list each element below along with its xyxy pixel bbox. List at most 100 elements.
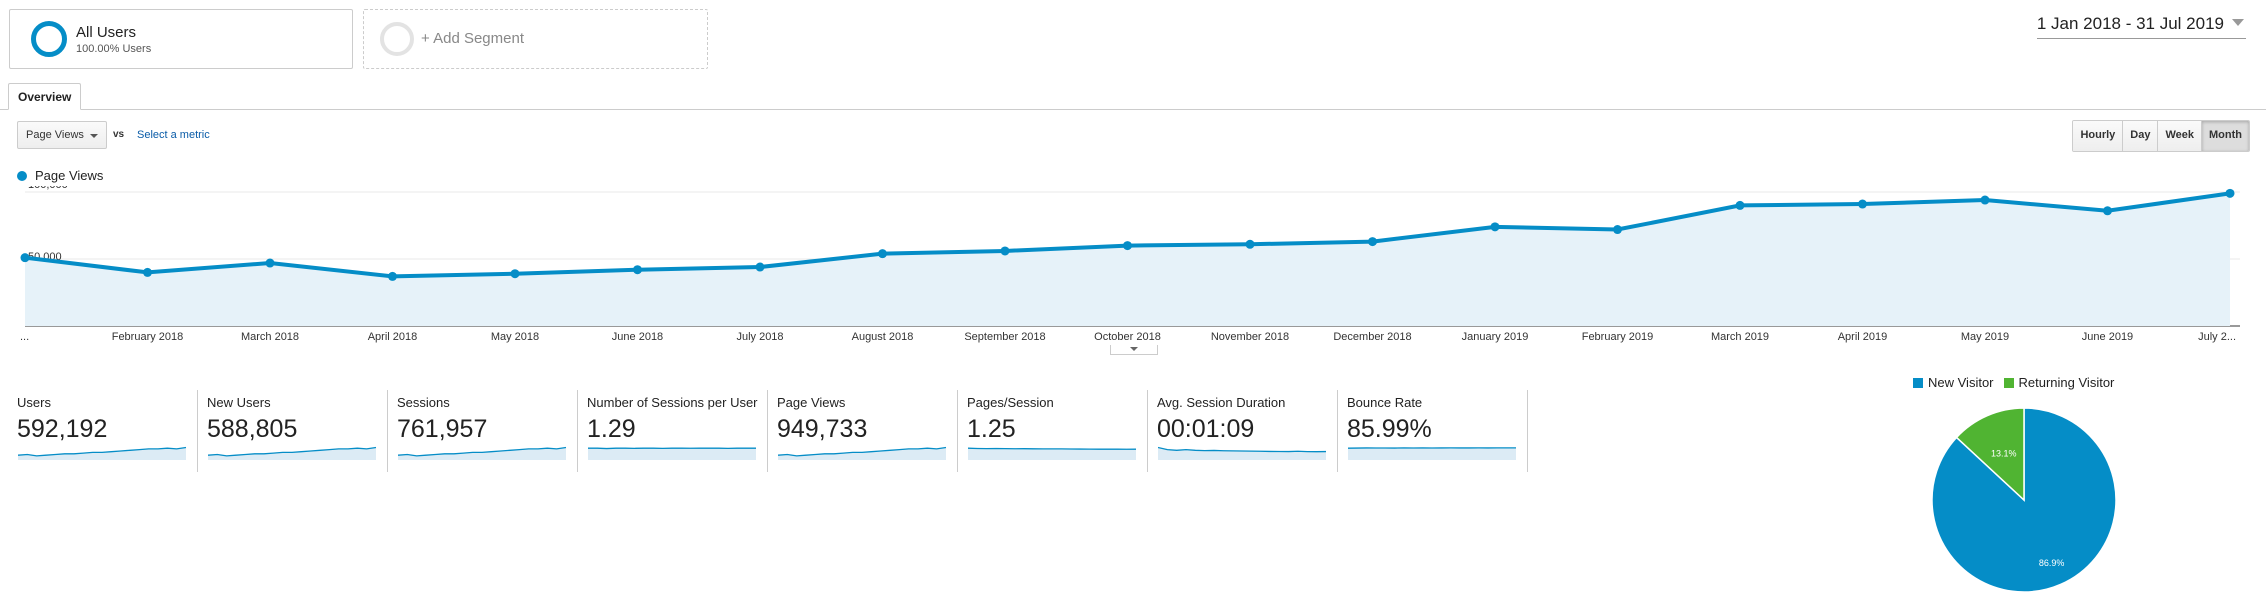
metric-card[interactable]: Pages/Session 1.25 <box>958 390 1148 472</box>
data-point[interactable] <box>20 253 30 263</box>
sparkline-line <box>1158 446 1327 453</box>
x-tick-label: February 2019 <box>1582 331 1654 343</box>
x-tick-label: February 2018 <box>112 331 184 343</box>
metric-card[interactable]: Bounce Rate 85.99% <box>1338 390 1528 472</box>
sparkline <box>1158 446 1327 460</box>
pie-legend-label: New Visitor <box>1928 375 1994 390</box>
x-tick-label: April 2019 <box>1838 331 1888 343</box>
pie-legend-swatch <box>1913 377 1923 388</box>
metric-label: Page Views <box>777 395 846 410</box>
sparkline-area <box>968 448 1136 460</box>
sparkline-line <box>778 446 947 457</box>
sparkline-line <box>18 446 187 457</box>
x-tick-label: May 2019 <box>1961 331 2009 343</box>
data-point[interactable] <box>2103 206 2112 216</box>
x-tick-label: June 2018 <box>612 331 663 343</box>
series-area <box>25 193 2230 326</box>
metric-card[interactable]: New Users 588,805 <box>198 390 388 472</box>
data-point[interactable] <box>1735 200 1745 210</box>
pie-slice-label: 86.9% <box>2039 558 2065 568</box>
tab-overview[interactable]: Overview <box>8 83 82 110</box>
chart-legend: Page Views <box>17 168 103 183</box>
data-point[interactable] <box>265 258 275 268</box>
data-point[interactable] <box>1245 239 1255 249</box>
metric-label: Pages/Session <box>967 395 1054 410</box>
data-point[interactable] <box>1980 195 1990 205</box>
x-tick-label: December 2018 <box>1333 331 1411 343</box>
legend-dot-icon <box>17 170 27 181</box>
sparkline-line <box>968 447 1137 450</box>
segment-ring-icon <box>31 21 67 57</box>
metric-card[interactable]: Users 592,192 <box>8 390 198 472</box>
chevron-down-icon <box>1130 347 1138 351</box>
data-point[interactable] <box>633 265 642 275</box>
metric-value: 1.25 <box>967 415 1016 443</box>
metric-card[interactable]: Avg. Session Duration 00:01:09 <box>1148 390 1338 472</box>
granularity-day-button[interactable]: Day <box>2122 121 2158 151</box>
granularity-toggle: Hourly Day Week Month <box>2072 120 2250 152</box>
data-point[interactable] <box>143 267 152 277</box>
chart-resize-handle[interactable] <box>1110 345 1158 355</box>
data-point[interactable] <box>510 269 520 279</box>
granularity-month-button[interactable]: Month <box>2201 121 2249 151</box>
data-point[interactable] <box>1000 246 1010 256</box>
sparkline <box>968 447 1137 460</box>
metric-value: 761,957 <box>397 415 488 443</box>
metric-label: Number of Sessions per User <box>587 395 758 410</box>
x-tick-label: August 2018 <box>852 331 914 343</box>
metric-value: 1.29 <box>587 415 636 443</box>
data-point[interactable] <box>1858 199 1867 209</box>
metric-select[interactable]: Page Views <box>17 121 107 149</box>
sparkline <box>588 447 756 460</box>
metric-value: 00:01:09 <box>1157 415 1255 443</box>
pie-slice-returning-visitor[interactable] <box>1955 407 2025 502</box>
sparkline <box>1348 447 1516 460</box>
sparkline-area <box>208 447 376 460</box>
data-point[interactable] <box>2225 188 2235 198</box>
granularity-hourly-button[interactable]: Hourly <box>2073 121 2123 151</box>
pie-legend-label: Returning Visitor <box>2018 375 2115 390</box>
sparkline-line <box>208 446 377 457</box>
metric-value: 949,733 <box>777 415 868 443</box>
pie-legend: New Visitor Returning Visitor <box>1913 375 2124 390</box>
x-tick-label: September 2018 <box>964 331 1045 343</box>
segment-all-users[interactable]: All Users 100.00% Users <box>9 9 353 69</box>
x-tick-label: June 2019 <box>2082 331 2133 343</box>
data-point[interactable] <box>1490 222 1500 232</box>
tab-divider <box>0 109 2266 110</box>
data-point[interactable] <box>1613 225 1622 235</box>
metric-card[interactable]: Sessions 761,957 <box>388 390 578 472</box>
chevron-down-icon <box>2232 19 2244 26</box>
sparkline <box>398 446 567 460</box>
metric-card[interactable]: Page Views 949,733 <box>768 390 958 472</box>
granularity-week-button[interactable]: Week <box>2157 121 2202 151</box>
x-tick-label: July 2018 <box>736 331 783 343</box>
sparkline-area <box>398 447 566 460</box>
pie-legend-swatch <box>2003 377 2014 388</box>
metrics-row: Users 592,192 New Users 588,805 Sessions 761,… <box>8 390 1528 472</box>
pie-legend-new: New Visitor <box>1913 375 1994 390</box>
metric-value: 85.99% <box>1347 415 1432 443</box>
data-point[interactable] <box>1123 241 1132 251</box>
y-tick-label: 100,000 <box>28 186 68 191</box>
metric-card[interactable]: Number of Sessions per User 1.29 <box>578 390 768 472</box>
data-point[interactable] <box>878 249 887 259</box>
legend-label: Page Views <box>35 168 104 183</box>
sparkline <box>778 446 947 460</box>
metric-label: Bounce Rate <box>1347 395 1423 410</box>
date-range-picker[interactable]: 1 Jan 2018 - 31 Jul 2019 <box>2036 14 2246 39</box>
sparkline-line <box>398 446 567 457</box>
add-segment-label: + Add Segment <box>421 30 524 47</box>
data-point[interactable] <box>1368 237 1377 247</box>
select-metric-link[interactable]: Select a metric <box>137 129 210 141</box>
pie-slice-label: 13.1% <box>1991 449 2017 459</box>
segment-subtitle: 100.00% Users <box>76 43 152 55</box>
sparkline-area <box>778 447 946 460</box>
metric-select-value: Page Views <box>26 129 84 141</box>
x-tick-label: May 2018 <box>491 331 539 343</box>
add-segment-button[interactable]: + Add Segment <box>363 9 708 69</box>
data-point[interactable] <box>388 271 397 281</box>
data-point[interactable] <box>755 262 765 272</box>
